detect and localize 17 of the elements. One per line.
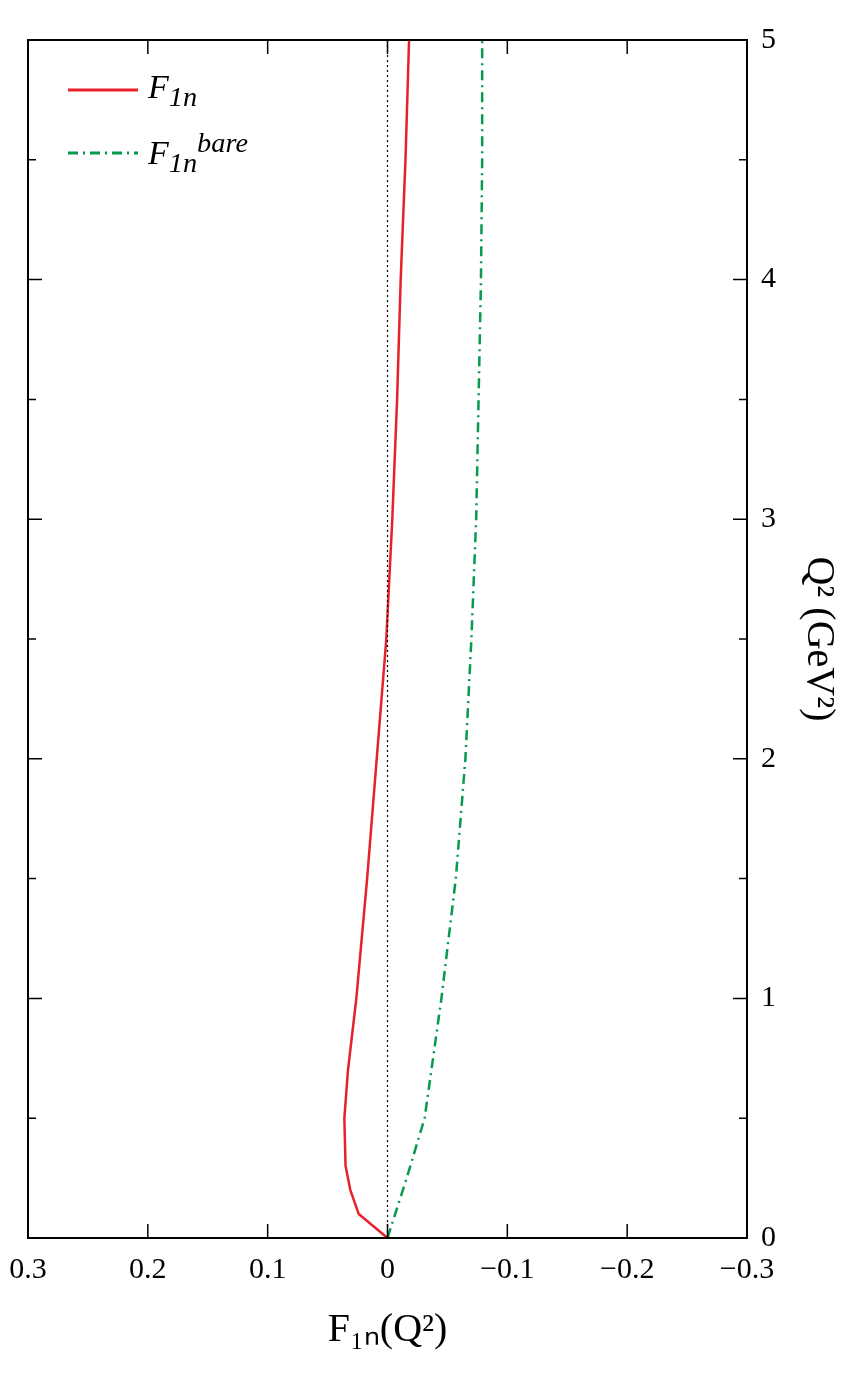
y-tick-label: 1 xyxy=(761,979,776,1013)
x-tick-label: 0.1 xyxy=(248,1250,287,1284)
x-tick-label: −0.1 xyxy=(480,1250,535,1284)
y-axis-title: Q² (GeV²) xyxy=(798,556,844,722)
legend-label: F$_{1n}$ xyxy=(148,68,198,113)
x-tick-label: −0.2 xyxy=(599,1250,655,1284)
y-tick-label: 5 xyxy=(761,20,776,54)
x-tick-label: 0.3 xyxy=(9,1250,47,1284)
y-tick-label: 3 xyxy=(761,500,776,534)
x-tick-label: −0.3 xyxy=(719,1250,775,1284)
line-series xyxy=(386,40,484,1238)
y-tick-label: 0 xyxy=(761,1218,776,1252)
y-tick-label: 4 xyxy=(761,260,776,294)
x-axis-title: F₁ₙ(Q²) xyxy=(327,1304,448,1350)
x-tick-label: 0.2 xyxy=(129,1250,167,1284)
x-tick-label: 0 xyxy=(380,1250,395,1284)
y-tick-label: 2 xyxy=(761,739,776,773)
